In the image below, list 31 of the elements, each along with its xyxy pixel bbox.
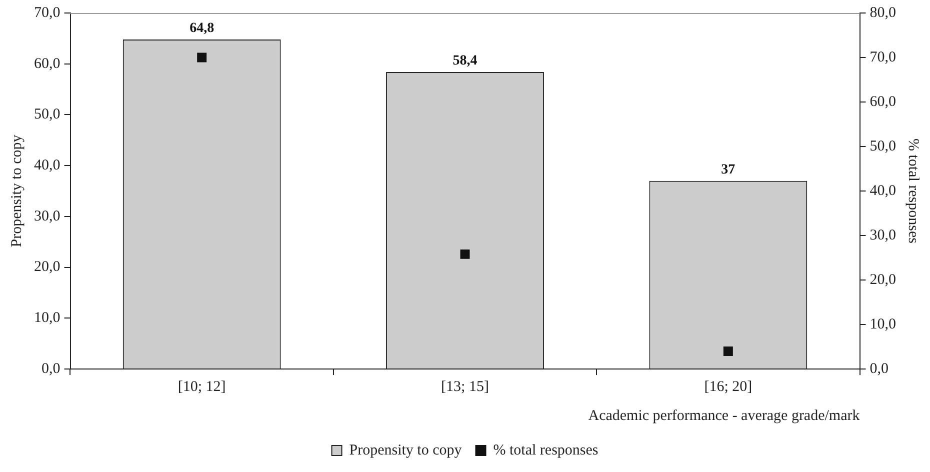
data-label: 37 [721,162,736,178]
data-label: 64,8 [190,21,214,36]
y-tick-label: 30,0 [34,208,60,224]
legend-label: % total responses [493,442,598,458]
y2-tick-label: 50,0 [870,138,896,154]
point [723,346,733,356]
x-axis-title: Academic performance - average grade/mark [588,408,860,424]
x-tick-label: [16; 20] [704,378,752,395]
y-tick-label: 0,0 [42,360,60,377]
y2-tick-label: 70,0 [870,49,896,66]
y-tick-label: 10,0 [34,310,60,326]
y-tick-label: 20,0 [34,259,60,276]
y2-tick-label: 20,0 [870,272,896,288]
x-tick-label: [13; 15] [441,378,489,395]
y2-tick-label: 10,0 [870,316,896,332]
y-tick-label: 40,0 [34,158,60,174]
legend-label: Propensity to copy [349,442,462,458]
data-label: 58,4 [452,54,478,69]
y-tick-label: 70,0 [34,4,60,21]
y-axis-title: Propensity to copy [8,134,25,248]
y-tick-label: 60,0 [34,56,60,72]
y2-tick-label: 0,0 [870,360,888,377]
y2-tick-label: 40,0 [870,182,896,199]
y-tick-label: 50,0 [34,106,60,123]
x-tick-label: [10; 12] [178,378,226,395]
point [197,52,207,62]
point [460,249,470,259]
y2-tick-label: 80,0 [870,4,896,21]
y2-tick-label: 30,0 [870,227,896,244]
y2-tick-label: 60,0 [870,94,896,110]
y2-axis-title: % total responses [905,138,922,244]
